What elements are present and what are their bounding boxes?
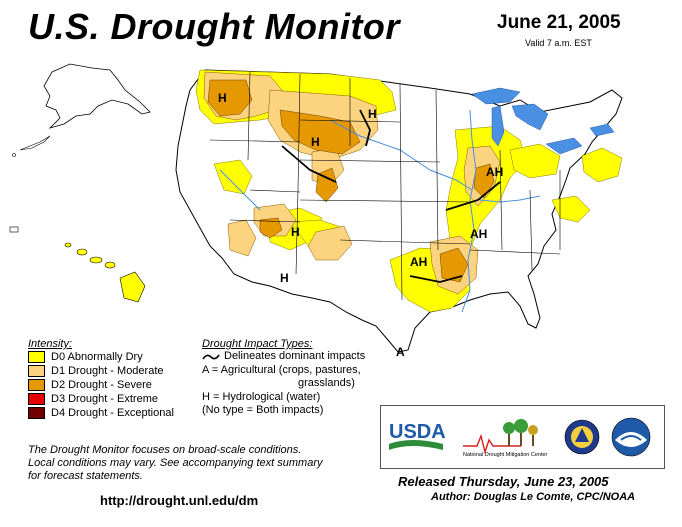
map-date: June 21, 2005 [497, 12, 621, 33]
state-lines [209, 71, 561, 301]
label-arkansas: AH [470, 227, 487, 241]
note-line-2: for forecast statements. [28, 470, 143, 482]
legend-swatch [28, 407, 45, 419]
impact-line-2: grasslands) [298, 377, 355, 389]
legend-item: D4 Drought - Exceptional [28, 406, 203, 420]
author-credit: Author: Douglas Le Comte, CPC/NOAA [431, 491, 636, 503]
label-n-dakota: H [368, 107, 377, 121]
impact-line-row: Delineates dominant impacts [202, 350, 387, 364]
label-wyoming: H [311, 135, 320, 149]
impact-title: Drought Impact Types: [202, 338, 313, 350]
label-illinois: AH [486, 165, 503, 179]
legend-item: D2 Drought - Severe [28, 378, 203, 392]
legend-item: D0 Abnormally Dry [28, 350, 203, 364]
usda-logo: USDA [389, 421, 446, 450]
svg-text:National Drought Mitigation Ce: National Drought Mitigation Center [463, 452, 548, 458]
legend-item: D3 Drought - Extreme [28, 392, 203, 406]
note-line-1: Local conditions may vary. See accompany… [28, 457, 323, 469]
drought-map: H H H AH AH AH H H A [0, 50, 682, 360]
footer-note: The Drought Monitor focuses on broad-sca… [28, 444, 368, 483]
release-date: Released Thursday, June 23, 2005 [398, 474, 609, 489]
impact-line-icon [202, 354, 220, 360]
impact-legend: Drought Impact Types: Delineates dominan… [202, 338, 387, 418]
label-new-mexico: H [291, 225, 300, 239]
label-texas: A [396, 345, 405, 359]
impact-line-1: A = Agricultural (crops, pastures, [202, 363, 361, 376]
d2-areas [207, 79, 495, 283]
alaska [19, 63, 151, 151]
impact-line-3: H = Hydrological (water) [202, 390, 321, 403]
intensity-title: Intensity: [28, 338, 73, 350]
legend-item: D1 Drought - Moderate [28, 364, 203, 378]
great-lakes [471, 87, 615, 155]
impact-line-4: (No type = Both impacts) [202, 404, 324, 416]
legend-swatch [28, 351, 45, 363]
impact-line-0: Delineates dominant impacts [224, 350, 366, 362]
svg-text:USDA: USDA [389, 421, 446, 443]
hawaii [64, 242, 146, 303]
legend-label: D2 Drought - Severe [51, 379, 152, 391]
intensity-legend: Intensity: D0 Abnormally Dry D1 Drought -… [28, 338, 203, 420]
legend-label: D0 Abnormally Dry [51, 351, 143, 363]
label-arizona: H [280, 271, 289, 285]
website-link[interactable]: http://drought.unl.edu/dm [100, 493, 259, 508]
commerce-seal [564, 419, 600, 455]
legend-items: D0 Abnormally Dry D1 Drought - Moderate D2… [28, 350, 203, 420]
label-nw-idaho: H [218, 91, 227, 105]
legend-swatch [28, 393, 45, 405]
legend-swatch [28, 365, 45, 377]
impact-lines [281, 109, 501, 283]
legend-label: D3 Drought - Extreme [51, 393, 158, 405]
agency-logos: USDA National Drought Mitigation Center [380, 405, 665, 469]
legend-swatch [28, 379, 45, 391]
label-oklahoma: AH [410, 255, 427, 269]
noaa-logo [611, 417, 651, 457]
legend-label: D1 Drought - Moderate [51, 365, 164, 377]
map-title: U.S. Drought Monitor [28, 6, 400, 47]
valid-time: Valid 7 a.m. EST [525, 38, 592, 48]
note-line-0: The Drought Monitor focuses on broad-sca… [28, 444, 302, 456]
ndmc-logo: National Drought Mitigation Center [463, 419, 548, 458]
legend-label: D4 Drought - Exceptional [51, 407, 174, 419]
